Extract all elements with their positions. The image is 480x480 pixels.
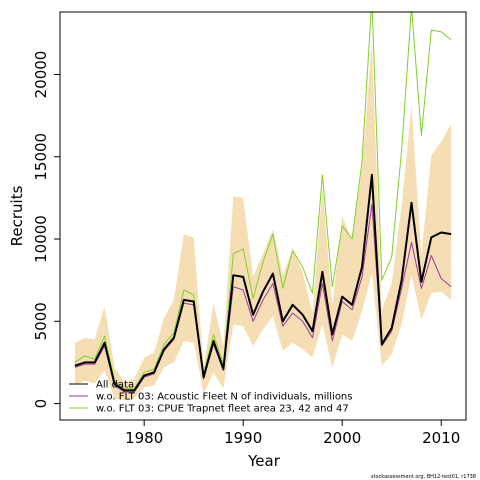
y-axis: 0 5000 10000 15000 20000	[32, 51, 60, 409]
legend-label: w.o. FLT 03: CPUE Trapnet fleet area 23,…	[96, 404, 349, 415]
y-tick-label: 0	[32, 399, 50, 409]
legend-entry-wo-cpue-trapnet: w.o. FLT 03: CPUE Trapnet fleet area 23,…	[69, 404, 349, 415]
y-tick-label: 5000	[32, 302, 50, 340]
legend-label: All data	[96, 380, 134, 391]
footer-credit: stockassessment.org, BH12-test01, r1738	[371, 474, 476, 480]
legend-entry-wo-acoustic-fleet: w.o. FLT 03: Acoustic Fleet N of individ…	[69, 392, 352, 403]
x-axis: 1980 1990 2000 2010	[125, 420, 460, 447]
legend-label: w.o. FLT 03: Acoustic Fleet N of individ…	[96, 392, 352, 403]
y-tick-label: 15000	[32, 133, 50, 181]
y-tick-label: 10000	[32, 215, 50, 263]
x-tick-label: 2000	[323, 429, 361, 447]
x-axis-title: Year	[247, 452, 281, 470]
y-tick-label: 20000	[32, 51, 50, 99]
x-tick-label: 2010	[422, 429, 460, 447]
x-tick-label: 1980	[125, 429, 163, 447]
x-tick-label: 1990	[224, 429, 262, 447]
y-axis-title: Recruits	[8, 185, 26, 246]
